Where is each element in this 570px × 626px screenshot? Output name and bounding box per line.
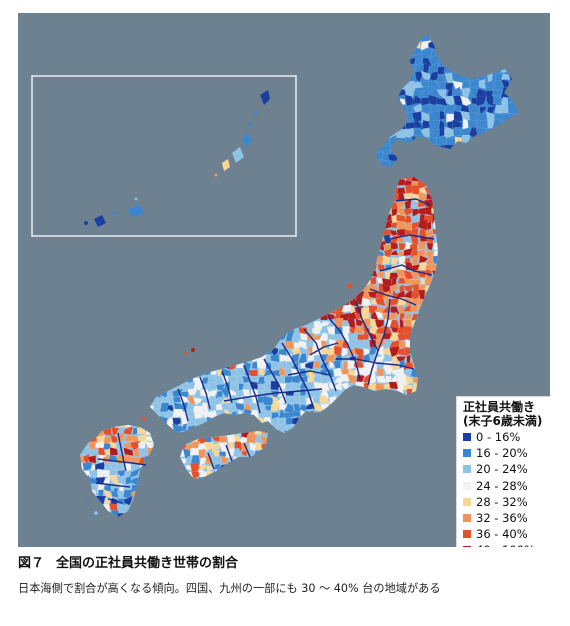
legend-item: 16 - 20%: [463, 445, 550, 461]
legend-title-line2: (末子6歳未満): [463, 414, 543, 428]
legend-swatch: [463, 433, 471, 442]
legend-item: 0 - 16%: [463, 429, 550, 445]
prefecture-borders: [95, 198, 435, 504]
okinawa-inset-frame: [31, 75, 297, 237]
legend-swatch: [463, 465, 471, 474]
hokkaido-region: [376, 35, 518, 167]
legend-item: 36 - 40%: [463, 526, 550, 542]
legend-swatch: [463, 514, 471, 523]
small-islands: [86, 161, 385, 515]
legend-label: 28 - 32%: [476, 494, 528, 509]
legend-item: 20 - 24%: [463, 461, 550, 477]
figure-subcaption: 日本海側で割合が高くなる傾向。四国、九州の一部にも 30 ～ 40% 台の地域が…: [18, 582, 441, 595]
legend-items: 0 - 16% 16 - 20% 20 - 24% 24 - 28% 28 - 32% 3…: [463, 429, 550, 547]
figure-caption: 図７ 全国の正社員共働き世帯の割合: [18, 552, 238, 571]
map-canvas: [31, 35, 518, 517]
shikoku-region: [180, 431, 268, 479]
map-legend: 正社員共働き (末子6歳未満) 0 - 16% 16 - 20% 20 - 24% 2…: [456, 396, 550, 547]
legend-label: 24 - 28%: [476, 478, 528, 493]
legend-label: 16 - 20%: [476, 446, 528, 461]
legend-label: 36 - 40%: [476, 527, 528, 542]
legend-label: 40 - 100%: [476, 543, 535, 547]
legend-title-line1: 正社員共働き: [463, 400, 536, 414]
legend-label: 0 - 16%: [476, 430, 521, 445]
legend-item: 32 - 36%: [463, 510, 550, 526]
choropleth-map: 正社員共働き (末子6歳未満) 0 - 16% 16 - 20% 20 - 24% 2…: [18, 13, 550, 547]
legend-item: 28 - 32%: [463, 494, 550, 510]
figure-number: 図７: [18, 556, 45, 571]
figure-title: 全国の正社員共働き世帯の割合: [56, 556, 239, 571]
legend-swatch: [463, 481, 471, 490]
legend-swatch: [463, 449, 471, 458]
legend-swatch: [463, 546, 471, 547]
okinawa-islands: [84, 90, 270, 227]
legend-swatch: [463, 530, 471, 539]
legend-item: 40 - 100%: [463, 542, 550, 547]
legend-label: 20 - 24%: [476, 462, 528, 477]
legend-swatch: [463, 497, 471, 506]
kyushu-region: [80, 425, 154, 517]
legend-label: 32 - 36%: [476, 511, 528, 526]
legend-item: 24 - 28%: [463, 478, 550, 494]
